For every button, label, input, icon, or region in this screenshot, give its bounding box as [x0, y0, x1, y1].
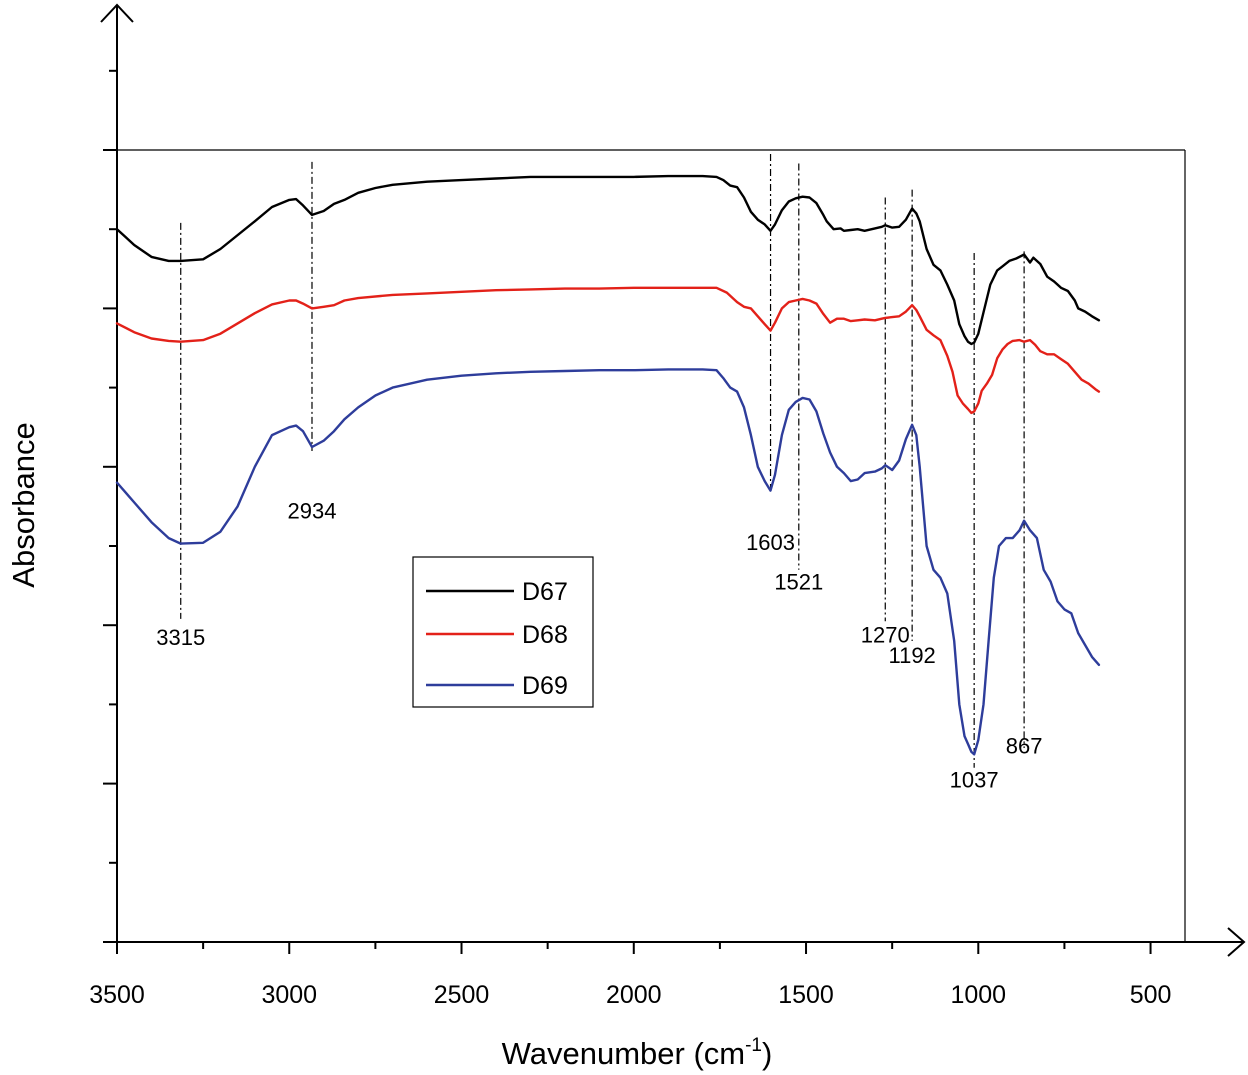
- x-tick-label: 500: [1130, 981, 1172, 1009]
- series-line-d68: [115, 286, 1101, 415]
- x-tick-label: 1500: [778, 981, 834, 1009]
- y-axis-arrowhead: [100, 3, 134, 23]
- x-axis-ticks: [116, 942, 1152, 954]
- legend-label-d67: D67: [522, 578, 568, 606]
- y-axis-title: Absorbance: [6, 422, 41, 587]
- peak-label: 867: [1006, 734, 1043, 759]
- peak-label: 3315: [156, 625, 205, 650]
- legend: D67 D68 D69: [412, 556, 594, 708]
- peak-label: 2934: [288, 498, 337, 523]
- peak-label: 1603: [746, 530, 795, 555]
- peak-label: 1270: [861, 623, 910, 648]
- x-axis-arrowhead: [1227, 927, 1246, 957]
- series-line-d69: [115, 368, 1101, 756]
- x-axis-tick-labels: 3500 3000 2500 2000 1500 1000 500: [89, 981, 1171, 1009]
- x-tick-label: 2500: [434, 981, 490, 1009]
- spectra-series: [115, 174, 1101, 756]
- peak-label: 1521: [774, 570, 823, 595]
- x-tick-label: 3500: [89, 981, 145, 1009]
- x-axis-title: Wavenumber (cm-1): [502, 1035, 773, 1071]
- legend-label-d69: D69: [522, 672, 568, 700]
- x-tick-label: 3000: [261, 981, 317, 1009]
- x-tick-label: 1000: [950, 981, 1006, 1009]
- peak-label: 1037: [950, 768, 999, 793]
- series-line-d67: [115, 174, 1101, 346]
- legend-label-d68: D68: [522, 621, 568, 649]
- peak-label: 1192: [888, 643, 935, 668]
- y-axis-ticks: [103, 69, 117, 943]
- legend-box: [412, 556, 594, 708]
- x-tick-label: 2000: [606, 981, 662, 1009]
